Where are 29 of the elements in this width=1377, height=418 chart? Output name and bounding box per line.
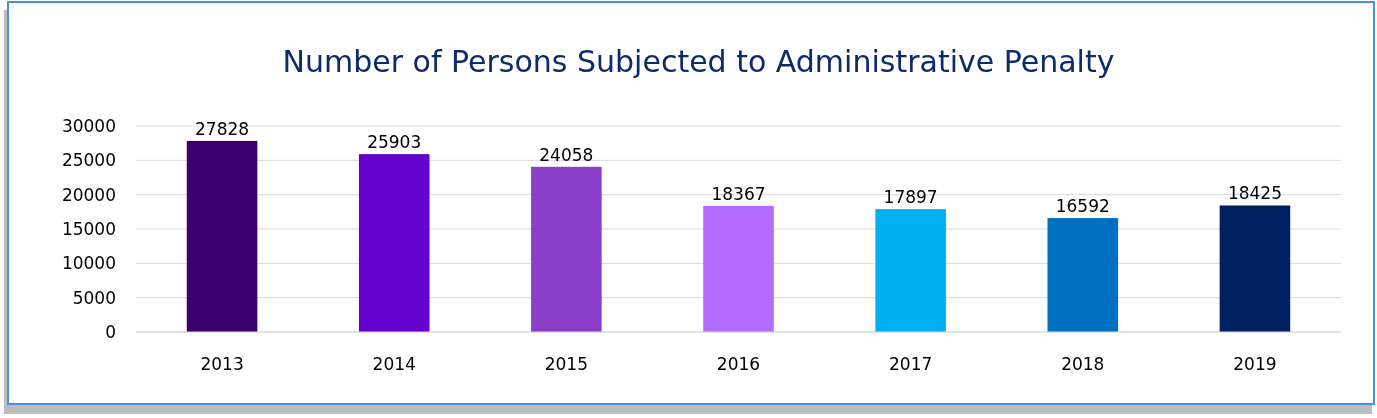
x-tick-label: 2015: [544, 354, 588, 374]
x-tick-label: 2016: [716, 354, 761, 374]
x-tick-label: 2018: [1061, 354, 1105, 374]
x-tick-label: 2013: [200, 354, 244, 374]
x-tick-label: 2017: [889, 354, 933, 374]
y-tick-label: 15000: [61, 219, 116, 239]
y-tick-label: 30000: [61, 116, 116, 136]
y-tick-label: 10000: [61, 253, 116, 274]
bar: [358, 154, 430, 332]
chart-title: Number of Persons Subjected to Administrative Penalty: [282, 44, 1115, 79]
data-label: 27828: [195, 118, 250, 139]
data-label: 18425: [1227, 183, 1282, 204]
x-tick-label: 2014: [372, 354, 416, 374]
data-label: 25903: [367, 132, 422, 153]
bar: [1219, 205, 1291, 332]
bar: [186, 140, 258, 332]
data-label: 17897: [883, 187, 938, 208]
y-tick-label: 25000: [61, 150, 116, 171]
y-tick-label: 0: [105, 322, 116, 342]
x-tick-label: 2019: [1233, 354, 1277, 374]
data-label: 18367: [711, 183, 766, 204]
y-tick-label: 5000: [72, 287, 116, 308]
y-tick-label: 20000: [61, 184, 116, 205]
bar: [875, 209, 946, 332]
bar: [1047, 218, 1119, 332]
data-label: 24058: [539, 144, 594, 165]
bar: [703, 205, 774, 332]
data-label: 16592: [1055, 196, 1110, 217]
bar: [531, 166, 602, 332]
